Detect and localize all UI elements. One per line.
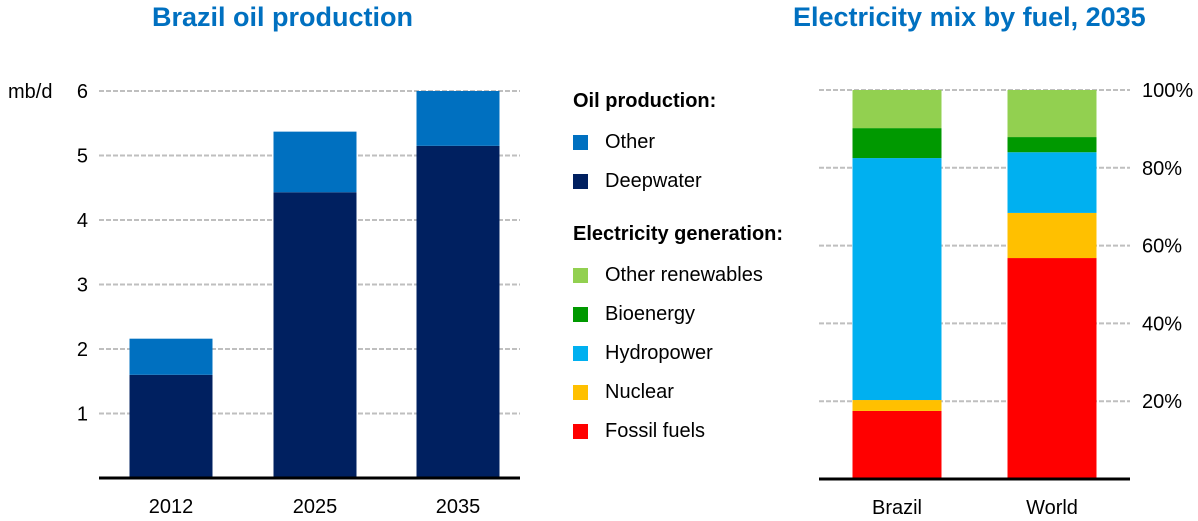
bar-world-other-renewables — [1007, 90, 1097, 138]
bar-world-hydropower — [1007, 152, 1097, 213]
bar-world-nuclear — [1007, 212, 1097, 259]
bar-brazil-other-renewables — [852, 90, 942, 129]
legend-item-nuclear: Nuclear — [573, 373, 783, 412]
bar-2035-other — [416, 91, 500, 146]
bar-brazil-nuclear — [852, 400, 942, 411]
legend-label-deepwater: Deepwater — [605, 170, 702, 192]
legend-swatch-other — [573, 135, 588, 150]
legend: Oil production: Other Deepwater Electric… — [573, 90, 783, 473]
x-tick-label: 2012 — [149, 496, 194, 518]
bar-2025-other — [273, 131, 357, 193]
bar-2012-other — [129, 338, 213, 375]
bar-world-fossil-fuels — [1007, 258, 1097, 479]
legend-label-bioenergy: Bioenergy — [605, 303, 696, 325]
legend-item-fossil-fuels: Fossil fuels — [573, 412, 783, 451]
legend-label-fossil-fuels: Fossil fuels — [605, 420, 706, 442]
y-tick-label: 1 — [77, 404, 88, 426]
legend-swatch-other-renewables — [573, 268, 588, 283]
y-tick-label: 80% — [1142, 158, 1182, 180]
legend-item-other-renewables: Other renewables — [573, 256, 783, 295]
oil-production-chart: 1 2 3 4 5 6 mb/d 2012 2025 2035 — [8, 81, 520, 518]
y-tick-label: 40% — [1142, 313, 1182, 335]
legend-item-other: Other — [573, 123, 783, 162]
legend-swatch-hydropower — [573, 346, 588, 361]
legend-label-nuclear: Nuclear — [605, 381, 674, 403]
y-tick-label: 20% — [1142, 391, 1182, 413]
y-axis-unit-label: mb/d — [8, 81, 52, 103]
bar-brazil-hydropower — [852, 158, 942, 401]
y-tick-label: 4 — [77, 210, 88, 232]
legend-swatch-fossil-fuels — [573, 424, 588, 439]
legend-item-deepwater: Deepwater — [573, 162, 783, 201]
bar-2035-deepwater — [416, 145, 500, 478]
legend-item-hydropower: Hydropower — [573, 334, 783, 373]
legend-swatch-deepwater — [573, 174, 588, 189]
y-tick-label: 2 — [77, 339, 88, 361]
y-tick-label: 6 — [77, 81, 88, 103]
y-tick-label: 5 — [77, 146, 88, 168]
y-tick-label: 60% — [1142, 236, 1182, 258]
legend-item-bioenergy: Bioenergy — [573, 295, 783, 334]
legend-label-other: Other — [605, 131, 656, 153]
electricity-chart-title: Electricity mix by fuel, 2035 — [793, 2, 1146, 32]
legend-heading-oil: Oil production: — [573, 90, 717, 112]
x-tick-label: World — [1026, 497, 1078, 519]
bar-brazil-fossil-fuels — [852, 410, 942, 479]
oil-chart-title: Brazil oil production — [152, 2, 413, 32]
x-tick-label: 2025 — [293, 496, 338, 518]
x-tick-label: Brazil — [872, 497, 922, 519]
y-tick-label: 100% — [1142, 80, 1193, 102]
x-tick-label: 2035 — [436, 496, 481, 518]
electricity-mix-chart: 20% 40% 60% 80% 100% Brazil World — [819, 80, 1193, 519]
legend-swatch-bioenergy — [573, 307, 588, 322]
legend-label-other-renewables: Other renewables — [605, 264, 763, 286]
bar-brazil-bioenergy — [852, 128, 942, 159]
legend-swatch-nuclear — [573, 385, 588, 400]
legend-label-hydropower: Hydropower — [605, 342, 713, 364]
bar-2012-deepwater — [129, 374, 213, 478]
legend-group-electricity: Electricity generation: Other renewables… — [573, 223, 783, 451]
y-tick-label: 3 — [77, 275, 88, 297]
legend-heading-electricity: Electricity generation: — [573, 223, 784, 245]
legend-group-oil: Oil production: Other Deepwater — [573, 90, 783, 201]
bar-world-bioenergy — [1007, 137, 1097, 153]
bar-2025-deepwater — [273, 192, 357, 478]
